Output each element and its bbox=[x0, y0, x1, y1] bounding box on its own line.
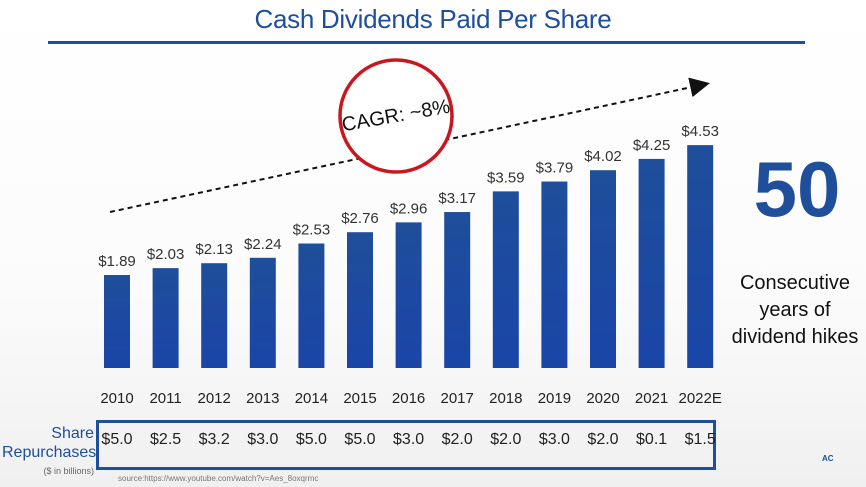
value-label-2016: $2.96 bbox=[390, 200, 428, 217]
value-label-2011: $2.03 bbox=[147, 246, 185, 263]
cagr-circle bbox=[338, 58, 454, 174]
year-label-2014: 2014 bbox=[295, 390, 328, 407]
source-note: source:https://www.youtube.com/watch?v=A… bbox=[118, 474, 319, 483]
caption-line-3: dividend hikes bbox=[731, 326, 859, 348]
year-label-2022E: 2022E bbox=[679, 390, 722, 407]
repurchase-value-2018: $2.0 bbox=[490, 431, 522, 448]
caption-line-1: Consecutive bbox=[739, 272, 851, 294]
value-label-2013: $2.24 bbox=[244, 236, 282, 253]
repurchases-label-line-1: Share bbox=[51, 425, 94, 442]
title-divider bbox=[48, 41, 805, 44]
year-label-2017: 2017 bbox=[441, 390, 474, 407]
bar-chart: $1.89 2010 $2.03 2011 $2.13 2012 $2.24 2013 $2.5… bbox=[98, 58, 722, 407]
value-label-2010: $1.89 bbox=[98, 253, 136, 270]
repurchase-value-2013: $3.0 bbox=[247, 431, 279, 448]
year-label-2018: 2018 bbox=[489, 390, 522, 407]
value-label-2014: $2.53 bbox=[293, 222, 331, 239]
bar-2020 bbox=[590, 170, 616, 368]
value-label-2017: $3.17 bbox=[438, 190, 476, 207]
repurchases-box bbox=[96, 420, 716, 470]
repurchases-unit: ($ in billions) bbox=[43, 466, 94, 476]
bar-2011 bbox=[152, 268, 179, 368]
repurchase-value-2011: $2.5 bbox=[150, 431, 182, 448]
consecutive-years-number: 50 bbox=[753, 145, 841, 233]
year-label-2016: 2016 bbox=[392, 390, 425, 407]
bar-2018 bbox=[492, 191, 519, 368]
bar-2013 bbox=[249, 257, 276, 368]
bar-2012 bbox=[201, 263, 228, 368]
value-label-2012: $2.13 bbox=[195, 241, 233, 258]
year-label-2011: 2011 bbox=[149, 390, 181, 407]
repurchase-value-2014: $5.0 bbox=[295, 431, 327, 448]
year-label-2021: 2021 bbox=[635, 390, 668, 407]
repurchase-value-2021: $0.1 bbox=[636, 431, 668, 448]
bar-2022E bbox=[687, 145, 714, 368]
chart-title: Cash Dividends Paid Per Share bbox=[254, 4, 612, 34]
bar-2010 bbox=[104, 275, 130, 368]
value-label-2022E: $4.53 bbox=[681, 123, 719, 140]
logo: AC bbox=[822, 454, 834, 463]
year-label-2013: 2013 bbox=[246, 390, 279, 407]
year-label-2010: 2010 bbox=[100, 390, 133, 407]
bar-2015 bbox=[347, 232, 373, 368]
bar-2021 bbox=[638, 158, 665, 368]
repurchase-value-2010: $5.0 bbox=[101, 431, 133, 448]
repurchase-value-2017: $2.0 bbox=[441, 431, 473, 448]
repurchases-label-line-2: Repurchases bbox=[2, 444, 97, 461]
value-label-2020: $4.02 bbox=[584, 148, 622, 165]
consecutive-years-caption: Consecutive years of dividend hikes bbox=[730, 270, 860, 351]
year-label-2020: 2020 bbox=[586, 390, 619, 407]
repurchase-value-2019: $3.0 bbox=[538, 431, 570, 448]
repurchase-value-2015: $5.0 bbox=[344, 431, 376, 448]
repurchase-value-2022E: $1.5 bbox=[684, 431, 716, 448]
bar-2016 bbox=[395, 222, 422, 368]
year-label-2019: 2019 bbox=[538, 390, 571, 407]
caption-line-2: years of bbox=[759, 299, 831, 321]
year-label-2015: 2015 bbox=[343, 390, 376, 407]
repurchase-value-2016: $3.0 bbox=[393, 431, 425, 448]
value-label-2018: $3.59 bbox=[487, 169, 525, 186]
bar-2017 bbox=[444, 212, 471, 368]
value-label-2015: $2.76 bbox=[341, 210, 379, 227]
repurchase-value-2012: $3.2 bbox=[198, 431, 230, 448]
trend-arrow bbox=[109, 77, 710, 213]
bar-2019 bbox=[541, 181, 568, 368]
year-label-2012: 2012 bbox=[198, 390, 231, 407]
bar-2014 bbox=[298, 243, 325, 368]
repurchase-value-2020: $2.0 bbox=[587, 431, 619, 448]
value-label-2021: $4.25 bbox=[633, 137, 671, 154]
repurchases-label: Share Repurchases bbox=[2, 424, 97, 462]
value-label-2019: $3.79 bbox=[536, 160, 574, 177]
